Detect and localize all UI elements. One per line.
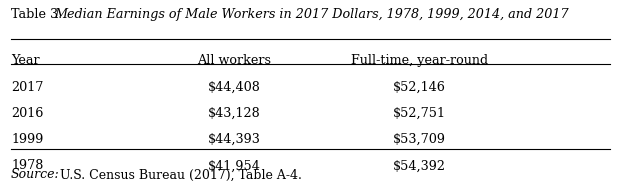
- Text: 1999: 1999: [11, 133, 43, 146]
- Text: $43,128: $43,128: [208, 107, 261, 120]
- Text: $53,709: $53,709: [393, 133, 446, 146]
- Text: $41,954: $41,954: [208, 159, 261, 172]
- Text: $44,408: $44,408: [208, 81, 261, 94]
- Text: $44,393: $44,393: [208, 133, 261, 146]
- Text: 2016: 2016: [11, 107, 43, 120]
- Text: Median Earnings of Male Workers in 2017 Dollars, 1978, 1999, 2014, and 2017: Median Earnings of Male Workers in 2017 …: [54, 8, 569, 21]
- Text: $52,751: $52,751: [393, 107, 446, 120]
- Text: 2017: 2017: [11, 81, 43, 94]
- Text: $52,146: $52,146: [393, 81, 446, 94]
- Text: Source:: Source:: [11, 168, 60, 181]
- Text: 1978: 1978: [11, 159, 43, 172]
- Text: $54,392: $54,392: [393, 159, 446, 172]
- Text: U.S. Census Bureau (2017), Table A-4.: U.S. Census Bureau (2017), Table A-4.: [56, 168, 302, 181]
- Text: Full-time, year-round: Full-time, year-round: [351, 54, 488, 67]
- Text: Year: Year: [11, 54, 39, 67]
- Text: All workers: All workers: [197, 54, 271, 67]
- Text: Table 3.: Table 3.: [11, 8, 67, 21]
